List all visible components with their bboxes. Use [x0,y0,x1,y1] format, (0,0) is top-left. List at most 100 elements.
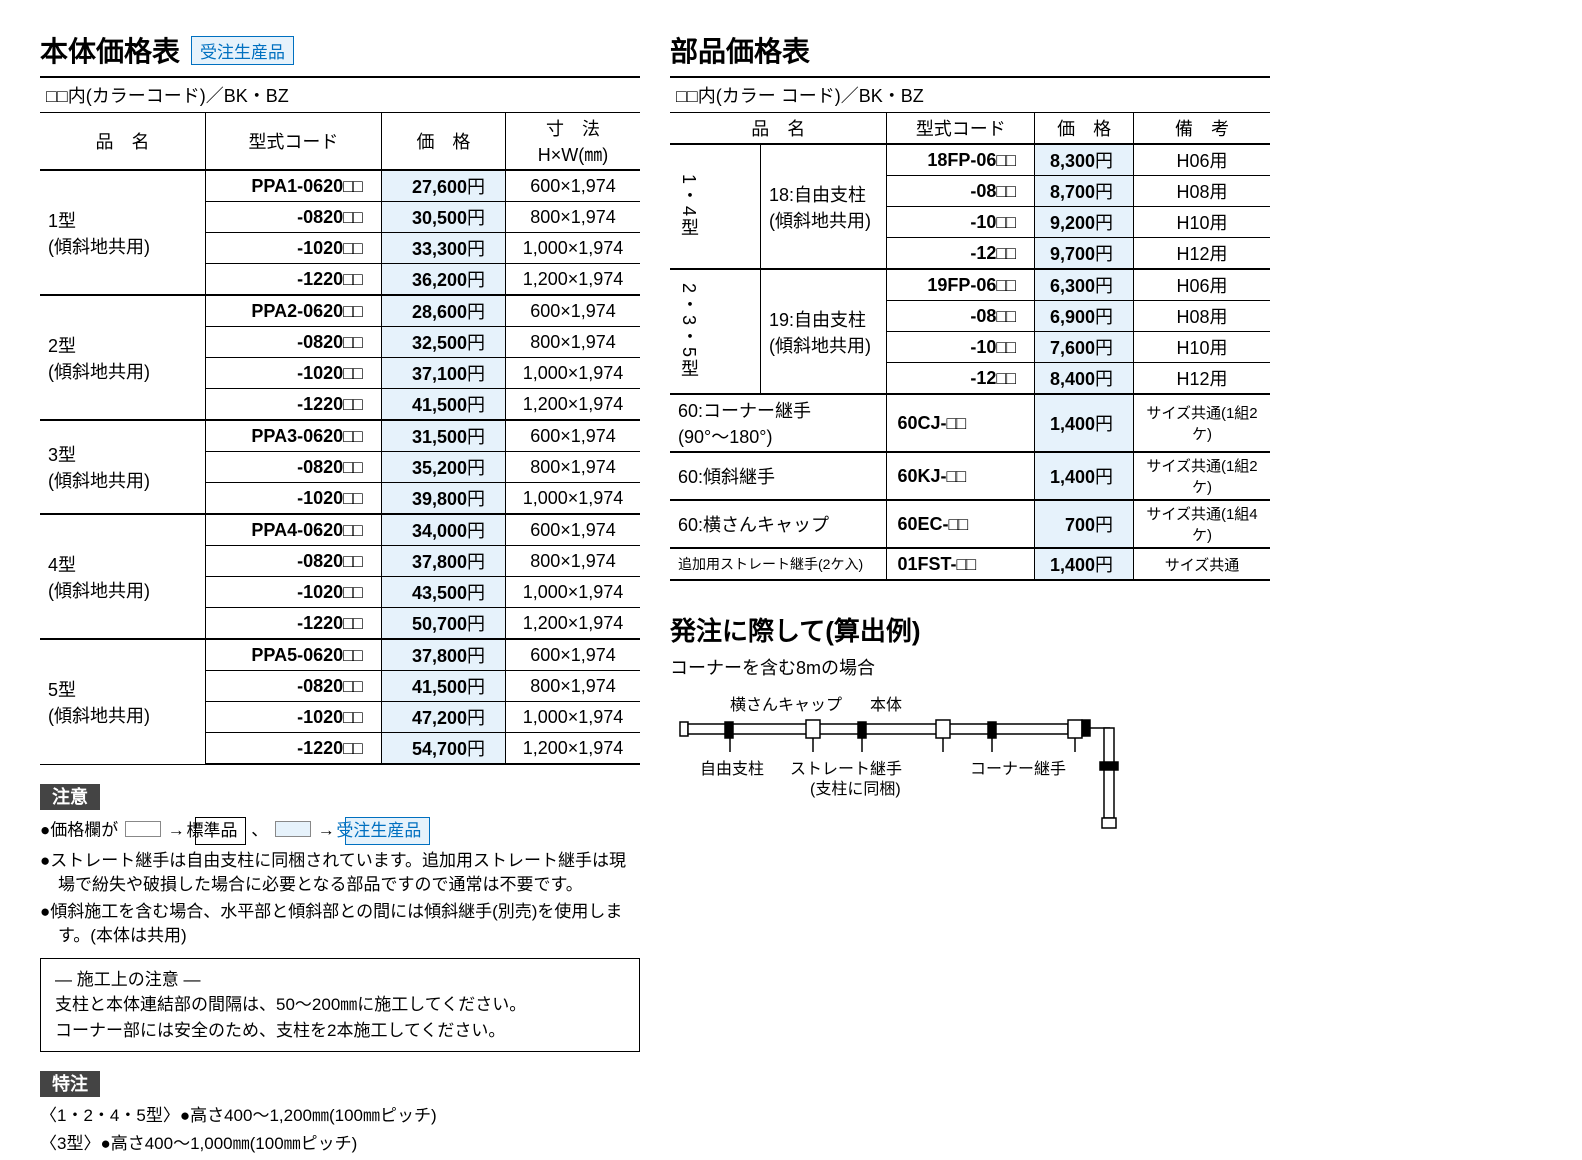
row-price: 6,900 [1035,301,1134,332]
row-code: PPA2-0620 [206,295,382,327]
row-code: -12 [887,238,1035,270]
calc-sub: コーナーを含む8mの場合 [670,654,1270,680]
row-name: 追加用ストレート継手(2ケ入) [670,548,887,580]
th-code: 型式コード [887,113,1035,144]
th-price: 価 格 [1035,113,1134,144]
row-dim: 1,000×1,974 [506,233,641,264]
row-code: -0820 [206,452,382,483]
row-price: 8,400 [1035,363,1134,395]
row-code: -0820 [206,327,382,358]
main-subhead: □□内(カラーコード)／BK・BZ [40,76,640,113]
row-dim: 600×1,974 [506,295,641,327]
th-remark: 備 考 [1134,113,1270,144]
row-dim: 800×1,974 [506,202,641,233]
row-remark: H08用 [1134,301,1270,332]
row-remark: サイズ共通(1組4ケ) [1134,500,1270,548]
row-price: 34,000 [381,514,505,546]
row-code: -1020 [206,233,382,264]
row-name: 60:傾斜継手 [670,452,887,500]
table-row: 追加用ストレート継手(2ケ入)01FST-1,400サイズ共通 [670,548,1270,580]
th-dim: 寸 法 H×W(㎜) [506,113,641,170]
label-straight2: (支柱に同梱) [810,780,901,798]
row-code: -10 [887,207,1035,238]
row-dim: 1,000×1,974 [506,483,641,515]
table-row: 4型(傾斜地共用)PPA4-062034,000600×1,974 [40,514,640,546]
row-dim: 600×1,974 [506,639,641,671]
row-dim: 600×1,974 [506,514,641,546]
row-dim: 800×1,974 [506,452,641,483]
row-code: -1020 [206,358,382,389]
row-price: 9,200 [1035,207,1134,238]
th-name: 品 名 [670,113,887,144]
notice-line: ●傾斜施工を含む場合、水平部と傾斜部との間には傾斜継手(別売)を使用します。(本… [40,900,640,948]
row-price: 32,500 [381,327,505,358]
table-row: 1型(傾斜地共用)PPA1-062027,600600×1,974 [40,170,640,202]
row-dim: 800×1,974 [506,671,641,702]
bto-badge: 受注生産品 [191,36,294,65]
row-code: PPA3-0620 [206,420,382,452]
table-row: 3型(傾斜地共用)PPA3-062031,500600×1,974 [40,420,640,452]
row-price: 1,400 [1035,394,1134,452]
row-price: 6,300 [1035,269,1134,301]
table-row: 5型(傾斜地共用)PPA5-062037,800600×1,974 [40,639,640,671]
white-swatch [125,821,161,837]
label-straight: ストレート継手 [790,760,902,778]
table-row: 2・3・5型19:自由支柱(傾斜地共用)19FP-066,300H06用 [670,269,1270,301]
row-category: 1・4型 [670,144,761,269]
row-category: 2・3・5型 [670,269,761,394]
main-title: 本体価格表 [40,30,180,70]
row-price: 9,700 [1035,238,1134,270]
row-price: 37,100 [381,358,505,389]
row-price: 41,500 [381,389,505,421]
main-price-heading: 本体価格表 受注生産品 [40,30,640,70]
row-dim: 1,200×1,974 [506,389,641,421]
row-price: 33,300 [381,233,505,264]
parts-title: 部品価格表 [670,30,810,70]
row-code: 19FP-06 [887,269,1035,301]
parts-subhead: □□内(カラー コード)／BK・BZ [670,76,1270,113]
row-code: 60EC- [887,500,1035,548]
row-code: -12 [887,363,1035,395]
blue-swatch [275,821,311,837]
row-price: 37,800 [381,639,505,671]
row-dim: 1,000×1,974 [506,577,641,608]
parts-price-heading: 部品価格表 [670,30,1270,70]
row-name: 19:自由支柱(傾斜地共用) [761,269,887,394]
table-row: 60:コーナー継手(90°〜180°)60CJ-1,400サイズ共通(1組2ケ) [670,394,1270,452]
label-corner: コーナー継手 [970,760,1066,778]
special-line: 〈1・2・4・5型〉●高さ400〜1,200㎜(100㎜ピッチ) [40,1104,640,1128]
row-code: -08 [887,301,1035,332]
row-code: 60CJ- [887,394,1035,452]
main-price-table: 品 名 型式コード 価 格 寸 法 H×W(㎜) 1型(傾斜地共用)PPA1-0… [40,113,640,765]
row-dim: 600×1,974 [506,170,641,202]
row-dim: 800×1,974 [506,546,641,577]
th-name: 品 名 [40,113,206,170]
table-row: 60:横さんキャップ60EC-700サイズ共通(1組4ケ) [670,500,1270,548]
table-row: 2型(傾斜地共用)PPA2-062028,600600×1,974 [40,295,640,327]
row-remark: サイズ共通(1組2ケ) [1134,394,1270,452]
row-dim: 1,200×1,974 [506,264,641,296]
row-price: 43,500 [381,577,505,608]
row-price: 41,500 [381,671,505,702]
row-dim: 1,200×1,974 [506,608,641,640]
row-price: 28,600 [381,295,505,327]
th-price: 価 格 [381,113,505,170]
row-price: 47,200 [381,702,505,733]
row-code: PPA1-0620 [206,170,382,202]
row-code: -10 [887,332,1035,363]
label-body: 本体 [870,696,902,714]
row-name: 18:自由支柱(傾斜地共用) [761,144,887,269]
row-code: 60KJ- [887,452,1035,500]
construction-note-box: ― 施工上の注意 ― 支柱と本体連結部の間隔は、50〜200㎜に施工してください… [40,958,640,1053]
row-code: -0820 [206,546,382,577]
row-remark: H12用 [1134,238,1270,270]
row-price: 30,500 [381,202,505,233]
row-price: 7,600 [1035,332,1134,363]
table-row: 60:傾斜継手60KJ-1,400サイズ共通(1組2ケ) [670,452,1270,500]
row-code: -1220 [206,264,382,296]
row-remark: H06用 [1134,269,1270,301]
row-price: 27,600 [381,170,505,202]
row-name: 60:横さんキャップ [670,500,887,548]
row-name: 1型(傾斜地共用) [40,170,206,295]
row-remark: H06用 [1134,144,1270,176]
